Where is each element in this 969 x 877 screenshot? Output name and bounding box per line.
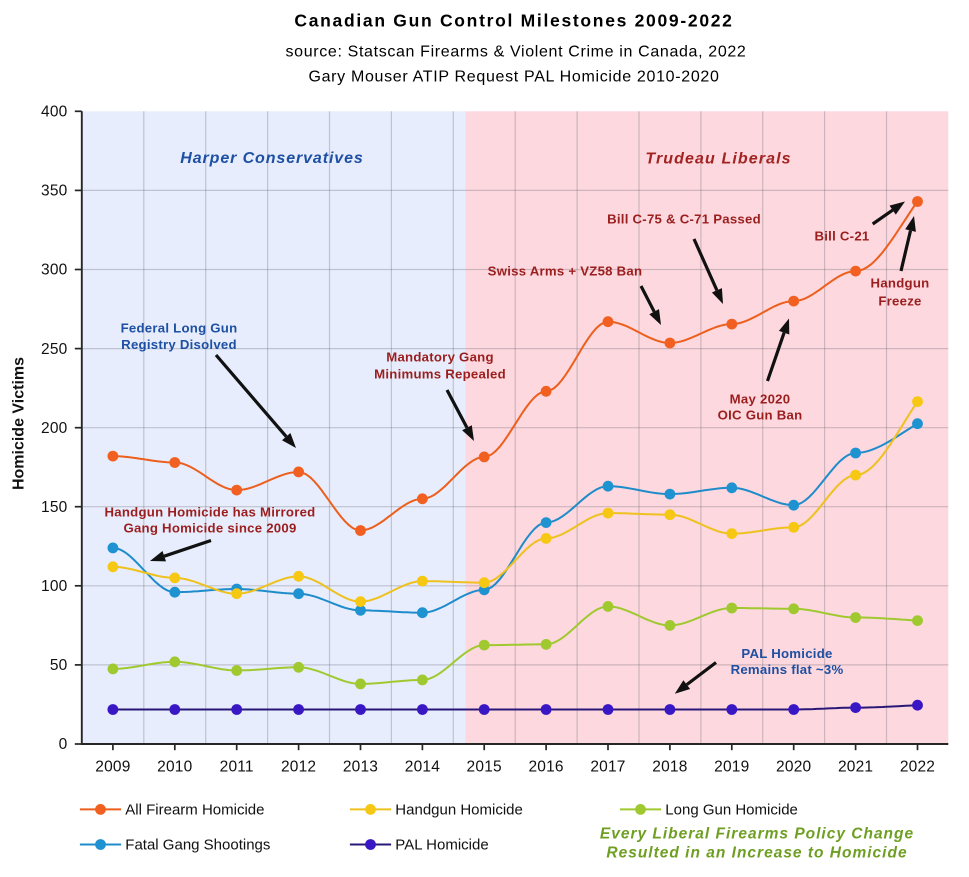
svg-text:2011: 2011	[220, 759, 254, 776]
svg-text:All Firearm Homicide: All Firearm Homicide	[125, 802, 264, 819]
svg-text:Bill C-21: Bill C-21	[814, 229, 869, 244]
svg-text:100: 100	[41, 578, 68, 595]
svg-text:Gang Homicide since 2009: Gang Homicide since 2009	[123, 521, 296, 536]
svg-text:PAL Homicide: PAL Homicide	[395, 837, 488, 854]
svg-text:2016: 2016	[528, 759, 563, 776]
svg-text:2015: 2015	[467, 759, 502, 776]
svg-text:Handgun Homicide: Handgun Homicide	[395, 802, 523, 819]
svg-text:Gary Mouser ATIP Request PAL H: Gary Mouser ATIP Request PAL Homicide 20…	[308, 69, 719, 86]
svg-text:0: 0	[59, 736, 68, 753]
svg-text:Handgun Homicide has Mirrored: Handgun Homicide has Mirrored	[105, 505, 316, 520]
svg-text:2009: 2009	[95, 759, 130, 776]
svg-text:2022: 2022	[900, 759, 935, 776]
svg-text:Resulted in an Increase to Hom: Resulted in an Increase to Homicide	[606, 844, 907, 861]
svg-text:May 2020: May 2020	[730, 392, 791, 407]
svg-text:Swiss Arms + VZ58 Ban: Swiss Arms + VZ58 Ban	[488, 264, 643, 279]
svg-text:Remains flat ~3%: Remains flat ~3%	[731, 662, 844, 677]
svg-text:2018: 2018	[652, 759, 687, 776]
svg-text:Homicide Victims: Homicide Victims	[11, 357, 28, 490]
svg-text:Bill C-75 & C-71 Passed: Bill C-75 & C-71 Passed	[607, 212, 761, 227]
svg-text:Canadian Gun Control Milestone: Canadian Gun Control Milestones 2009-202…	[294, 11, 733, 31]
svg-text:2017: 2017	[590, 759, 625, 776]
svg-text:2021: 2021	[838, 759, 873, 776]
svg-text:Fatal Gang Shootings: Fatal Gang Shootings	[125, 837, 270, 854]
svg-text:OIC Gun Ban: OIC Gun Ban	[718, 408, 803, 423]
svg-text:2014: 2014	[405, 759, 440, 776]
svg-text:150: 150	[41, 499, 68, 516]
svg-text:2013: 2013	[343, 759, 378, 776]
svg-text:250: 250	[41, 341, 68, 358]
svg-text:300: 300	[41, 262, 68, 279]
svg-text:350: 350	[41, 183, 68, 200]
svg-text:2012: 2012	[281, 759, 316, 776]
svg-text:2019: 2019	[714, 759, 749, 776]
svg-text:source: Statscan Firearms & Vi: source: Statscan Firearms & Violent Crim…	[286, 44, 747, 61]
svg-text:Harper Conservatives: Harper Conservatives	[180, 150, 363, 167]
svg-text:Every Liberal Firearms Policy: Every Liberal Firearms Policy Change	[600, 825, 914, 842]
svg-text:Minimums Repealed: Minimums Repealed	[374, 367, 506, 382]
svg-text:Federal Long Gun: Federal Long Gun	[121, 321, 238, 336]
svg-text:Registry Disolved: Registry Disolved	[121, 337, 237, 352]
svg-text:200: 200	[41, 420, 68, 437]
svg-text:2010: 2010	[157, 759, 192, 776]
svg-text:Handgun: Handgun	[871, 276, 930, 291]
svg-text:PAL Homicide: PAL Homicide	[741, 646, 832, 661]
svg-text:Long Gun Homicide: Long Gun Homicide	[665, 802, 798, 819]
svg-text:400: 400	[41, 104, 68, 121]
svg-text:Trudeau Liberals: Trudeau Liberals	[645, 151, 791, 168]
svg-text:2020: 2020	[776, 759, 811, 776]
svg-text:50: 50	[50, 657, 68, 674]
svg-text:Freeze: Freeze	[878, 294, 921, 309]
svg-text:Mandatory Gang: Mandatory Gang	[386, 350, 494, 365]
